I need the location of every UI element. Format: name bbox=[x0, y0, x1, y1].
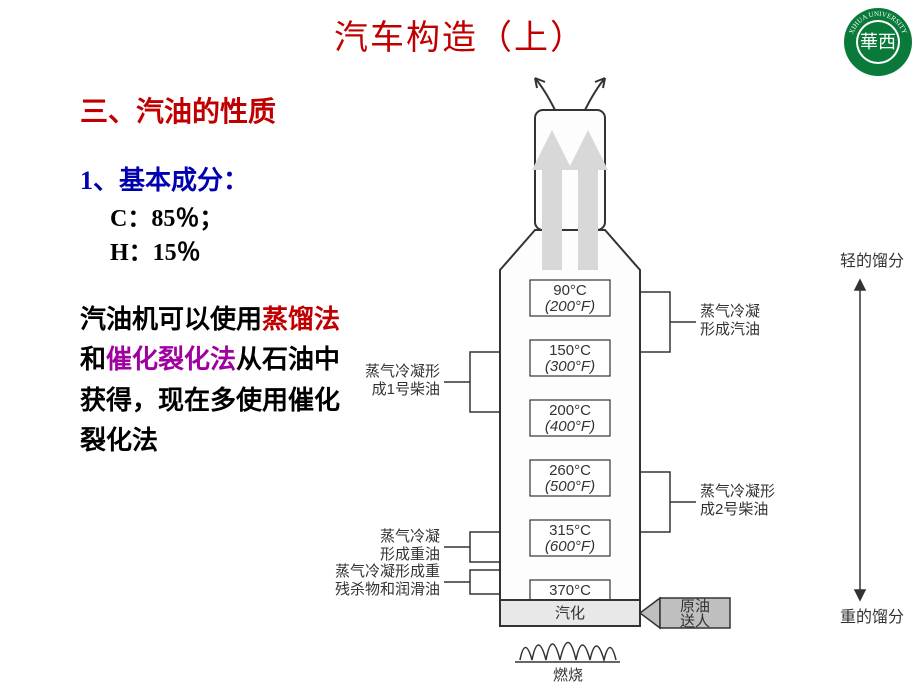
output-diesel1-l1: 蒸气冷凝形 bbox=[365, 363, 440, 380]
section-heading: 三、汽油的性质 bbox=[80, 90, 360, 130]
fire-icon bbox=[515, 643, 620, 663]
description-paragraph: 汽油机可以使用蒸馏法和催化裂化法从石油中获得，现在多使用催化裂化法 bbox=[80, 300, 360, 461]
output-heavyoil-l2: 形成重油 bbox=[380, 546, 440, 563]
temp-f-1: (300°F) bbox=[545, 358, 595, 375]
svg-text:華西: 華西 bbox=[860, 32, 896, 52]
burn-label: 燃烧 bbox=[553, 666, 583, 684]
temp-c-2: 200°C bbox=[549, 402, 591, 419]
output-gasoline-l2: 形成汽油 bbox=[700, 321, 760, 338]
output-residue-l2: 残杀物和润滑油 bbox=[335, 581, 440, 598]
page-title: 汽车构造（上） bbox=[0, 0, 920, 59]
composition-heading: 1、基本成分： bbox=[80, 160, 360, 197]
temp-c-0: 90°C bbox=[553, 282, 587, 299]
output-diesel2-l1: 蒸气冷凝形 bbox=[700, 483, 775, 500]
text-content: 三、汽油的性质 1、基本成分： C：85％； H：15％ 汽油机可以使用蒸馏法和… bbox=[80, 90, 360, 461]
temp-c-4: 315°C bbox=[549, 522, 591, 539]
output-heavyoil-l1: 蒸气冷凝 bbox=[380, 528, 440, 545]
temp-f-4: (600°F) bbox=[545, 538, 595, 555]
output-diesel2-l2: 成2号柴油 bbox=[700, 501, 768, 518]
temp-f-2: (400°F) bbox=[545, 418, 595, 435]
light-fraction-label: 轻的馏分 bbox=[840, 252, 904, 270]
university-logo: XIHUA UNIVERSITY 華西 bbox=[842, 6, 914, 78]
output-diesel1-l2: 成1号柴油 bbox=[372, 381, 440, 398]
heavy-fraction-label: 重的馏分 bbox=[840, 608, 904, 626]
temp-c-3: 260°C bbox=[549, 462, 591, 479]
distillation-diagram: 90°C(200°F) 150°C(300°F) 200°C(400°F) 260°C… bbox=[320, 70, 920, 690]
feed-label-2: 送人 bbox=[680, 613, 710, 630]
temp-f-0: (200°F) bbox=[545, 298, 595, 315]
temp-f-3: (500°F) bbox=[545, 478, 595, 495]
temp-c-5: 370°C bbox=[549, 582, 591, 599]
output-residue-l1: 蒸气冷凝形成重 bbox=[335, 563, 440, 580]
vaporize-label: 汽化 bbox=[555, 605, 585, 622]
output-gasoline-l1: 蒸气冷凝 bbox=[700, 303, 760, 320]
temp-c-1: 150°C bbox=[549, 342, 591, 359]
